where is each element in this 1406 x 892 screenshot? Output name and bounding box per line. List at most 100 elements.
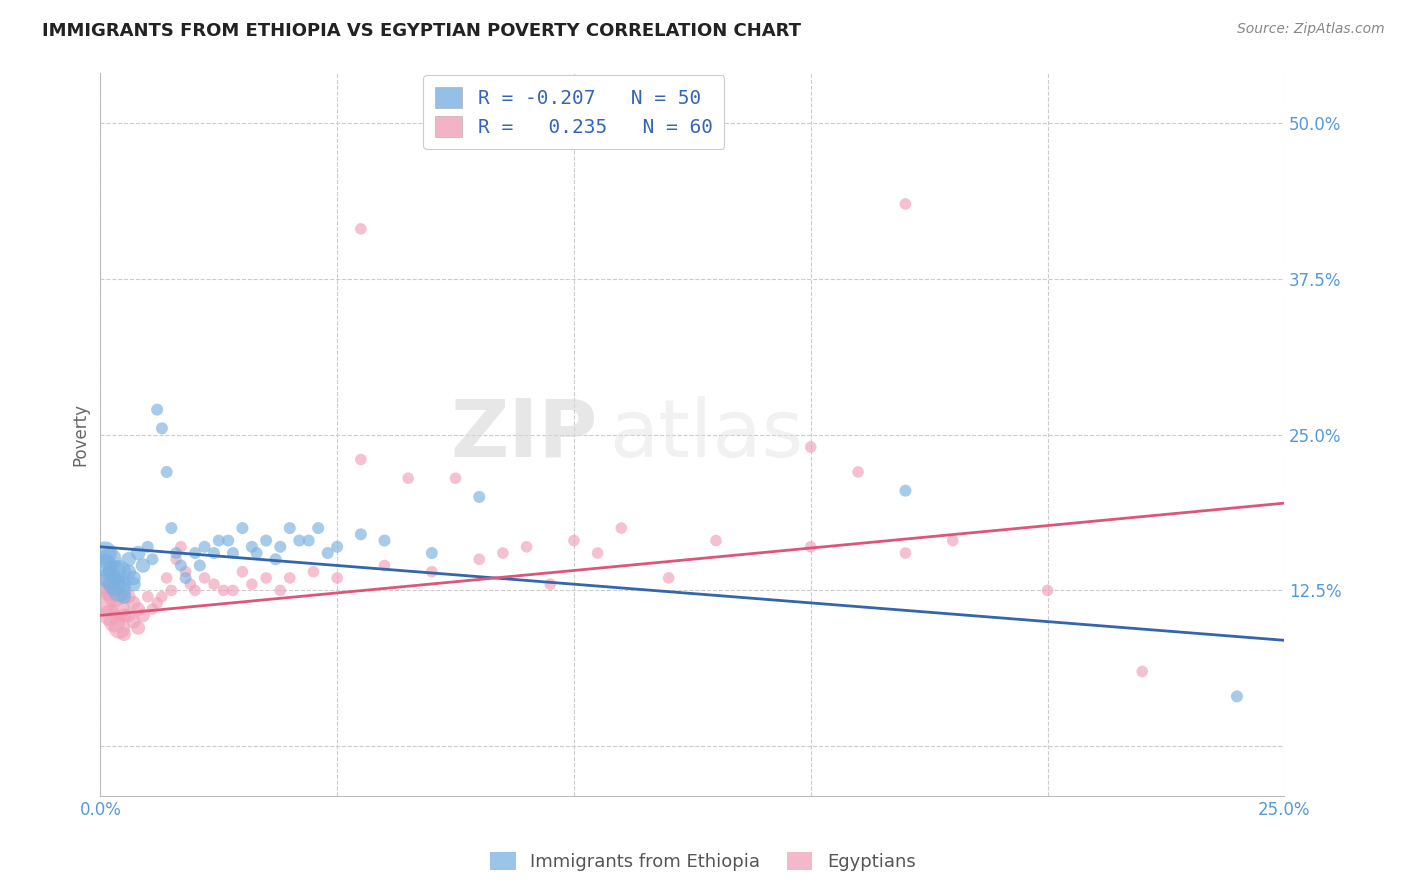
Point [894,546,917,560]
Point [98,571,121,585]
Point [1226,690,1249,704]
Point [184,583,207,598]
Point [122,577,145,591]
Point [146,402,169,417]
Legend: R = -0.207   N = 50, R =   0.235   N = 60: R = -0.207 N = 50, R = 0.235 N = 60 [423,76,724,149]
Point [942,533,965,548]
Point [103,590,125,604]
Point [254,533,277,548]
Point [179,577,201,591]
Point [193,571,215,585]
Point [94,577,117,591]
Point [122,615,145,629]
Point [156,571,179,585]
Point [202,577,225,591]
Point [1130,665,1153,679]
Point [112,627,135,641]
Point [222,583,245,598]
Point [350,527,373,541]
Point [122,596,145,610]
Point [298,533,321,548]
Point [165,552,187,566]
Point [127,602,149,616]
Point [246,546,269,560]
Point [1036,583,1059,598]
Point [350,452,373,467]
Point [444,471,467,485]
Point [118,565,141,579]
Point [156,465,179,479]
Point [184,546,207,560]
Point [118,590,141,604]
Point [112,577,135,591]
Point [396,471,419,485]
Point [174,565,197,579]
Point [112,608,135,623]
Point [373,558,395,573]
Point [222,546,245,560]
Point [420,565,443,579]
Point [132,608,155,623]
Point [468,490,491,504]
Point [240,540,263,554]
Point [108,621,131,635]
Point [170,540,193,554]
Point [188,558,211,573]
Point [264,552,287,566]
Point [468,552,491,566]
Point [288,533,311,548]
Legend: Immigrants from Ethiopia, Egyptians: Immigrants from Ethiopia, Egyptians [484,845,922,879]
Point [894,197,917,211]
Point [98,552,121,566]
Text: Source: ZipAtlas.com: Source: ZipAtlas.com [1237,22,1385,37]
Point [704,533,727,548]
Point [118,608,141,623]
Point [326,540,349,554]
Point [127,546,149,560]
Point [103,615,125,629]
Point [586,546,609,560]
Point [278,521,301,535]
Point [112,590,135,604]
Point [150,421,173,435]
Text: atlas: atlas [609,395,804,474]
Point [350,222,373,236]
Point [160,521,183,535]
Point [146,596,169,610]
Point [94,596,117,610]
Point [269,540,291,554]
Point [108,602,131,616]
Point [174,571,197,585]
Text: IMMIGRANTS FROM ETHIOPIA VS EGYPTIAN POVERTY CORRELATION CHART: IMMIGRANTS FROM ETHIOPIA VS EGYPTIAN POV… [42,22,801,40]
Point [846,465,869,479]
Point [108,565,131,579]
Point [538,577,561,591]
Point [269,583,291,598]
Point [94,546,117,560]
Point [136,590,159,604]
Point [122,571,145,585]
Point [800,540,823,554]
Point [103,565,125,579]
Point [326,571,349,585]
Point [278,571,301,585]
Point [170,558,193,573]
Point [127,621,149,635]
Point [610,521,633,535]
Point [316,546,339,560]
Point [307,521,329,535]
Text: ZIP: ZIP [450,395,598,474]
Point [202,546,225,560]
Point [217,533,239,548]
Y-axis label: Poverty: Poverty [72,403,89,466]
Point [98,583,121,598]
Point [302,565,325,579]
Point [231,521,253,535]
Point [212,583,235,598]
Point [373,533,395,548]
Point [94,558,117,573]
Point [492,546,515,560]
Point [160,583,183,598]
Point [240,577,263,591]
Point [136,540,159,554]
